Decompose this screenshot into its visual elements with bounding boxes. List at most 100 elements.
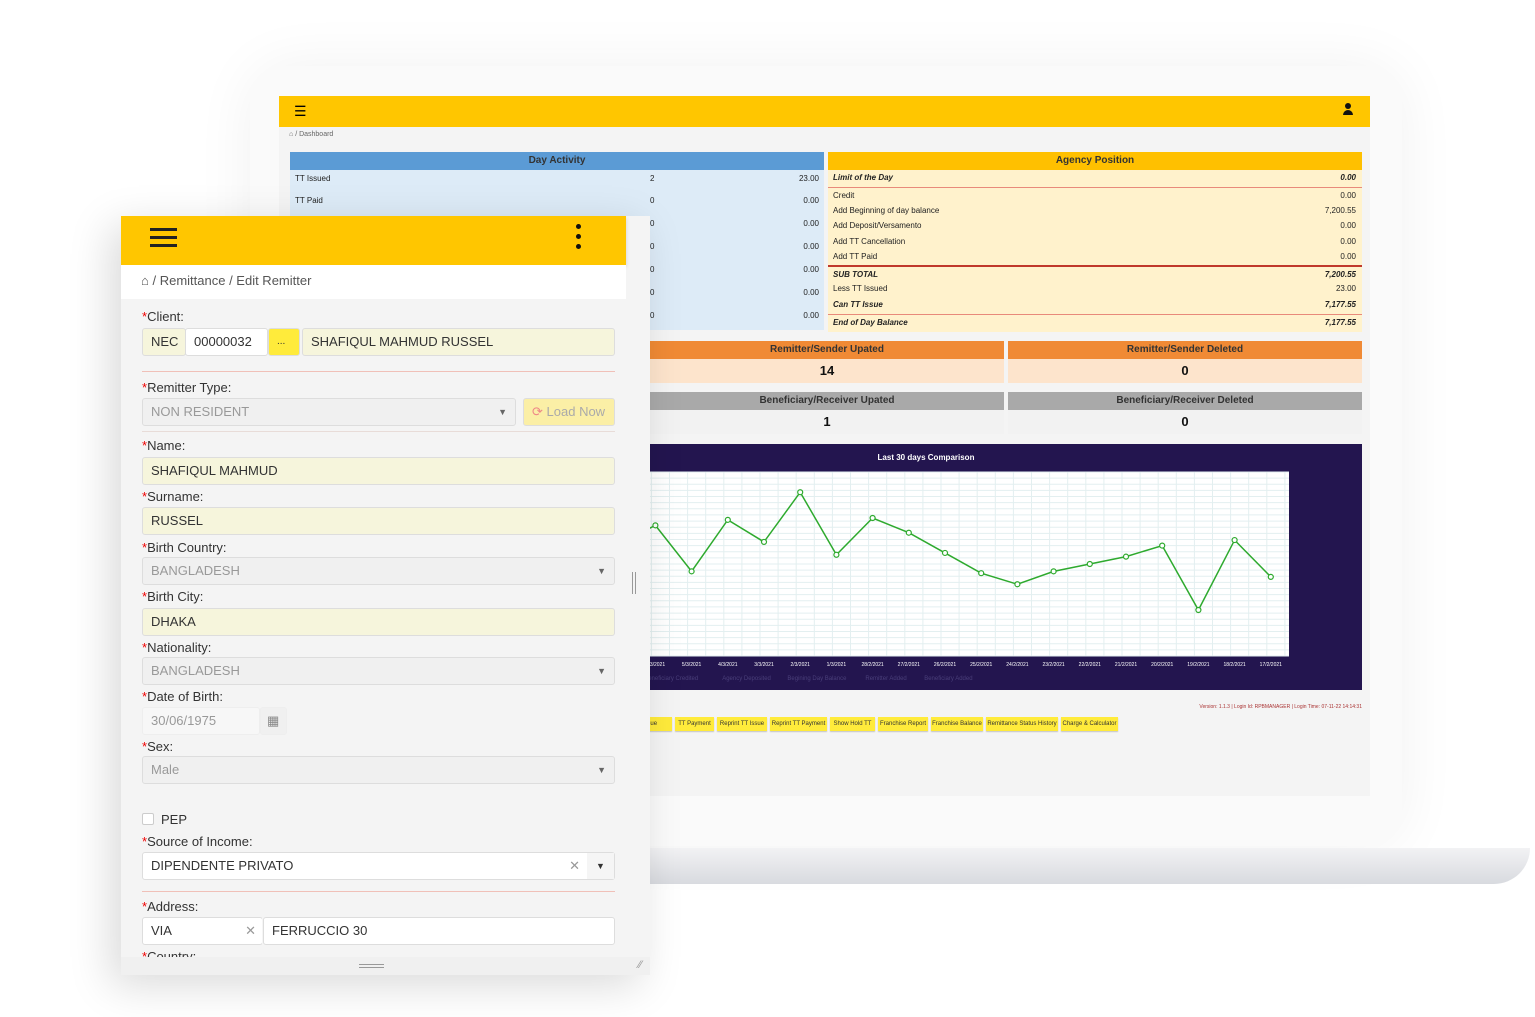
edit-remitter-panel: ⌂ / Remittance / Edit Remitter Client: N… [121,216,650,975]
comparison-chart: Last 30 days Comparison 8/3/20217/3/2021… [579,444,1362,690]
surname-input[interactable]: RUSSEL [142,507,615,535]
address-type-value: VIA [151,923,172,938]
nationality-select[interactable]: BANGLADESH ▼ [142,657,615,685]
drag-handle[interactable] [359,964,384,968]
home-icon[interactable]: ⌂ [289,131,294,138]
chevron-down-icon[interactable]: ▼ [587,853,614,879]
row-label: Add TT Cancellation [833,237,906,246]
legend-item[interactable]: Agency Deposited [722,676,771,682]
pep-checkbox[interactable] [142,813,154,825]
quick-action-button[interactable]: TT Payment [675,717,714,731]
card-value: 14 [650,359,1004,383]
data-point [978,570,985,577]
name-label: Name: [142,438,185,453]
row-label: Credit [833,191,855,200]
x-tick-label: 6/3/2021 [646,662,666,668]
row-label: TT Paid [295,196,323,205]
agency-row: Less TT Issued 23.00 [828,281,1362,296]
chevron-down-icon: ▼ [498,407,507,417]
data-point [941,549,949,557]
agency-row: Limit of the Day 0.00 [828,170,1362,185]
row-label: Less TT Issued [833,284,888,293]
row-value: 0.00 [1340,237,1356,246]
birth-country-value: BANGLADESH [151,563,240,578]
card-beneficiary-updated: Beneficiary/Receiver Upated 1 [650,392,1004,434]
birth-city-input[interactable]: DHAKA [142,608,615,636]
x-tick-label: 22/2/2021 [1079,662,1101,668]
quick-action-button[interactable]: Reprint TT Payment [770,717,827,731]
address-type-select[interactable]: VIA ✕ ▼ [142,917,289,945]
card-title: Remitter/Sender Deleted [1008,341,1362,359]
quick-action-button[interactable]: Show Hold TT [830,717,875,731]
name-input[interactable]: SHAFIQUL MAHMUD [142,457,615,485]
data-point [1014,581,1021,588]
row-amount: 0.00 [803,196,819,205]
row-count: 0 [650,219,655,228]
x-tick-label: 19/2/2021 [1187,662,1209,668]
laptop-base [560,848,1530,884]
quick-action-button[interactable]: Remittance Status History [986,717,1058,731]
x-tick-label: 23/2/2021 [1042,662,1064,668]
legend-item[interactable]: Beneficiary Added [924,676,972,682]
clear-icon[interactable]: ✕ [569,858,580,873]
resize-icon[interactable]: ⁄⁄ [638,959,642,971]
sex-value: Male [151,762,180,777]
chevron-down-icon: ▼ [597,566,606,576]
row-value: 0.00 [1340,252,1356,261]
breadcrumb: ⌂ / Dashboard [289,131,333,138]
data-point [1086,560,1093,568]
sex-select[interactable]: Male ▼ [142,756,615,784]
row-label: Can TT Issue [833,300,883,309]
row-label: Add Deposit/Versamento [833,221,922,230]
agency-row: Add Beginning of day balance 7,200.55 [828,203,1362,218]
dob-input[interactable]: 30/06/1975 [142,707,260,735]
row-value: 7,177.55 [1324,300,1356,309]
remitter-type-select[interactable]: NON RESIDENT ▼ [142,398,516,426]
legend-item[interactable]: Remitter Added [865,676,906,682]
card-beneficiary-deleted: Beneficiary/Receiver Deleted 0 [1008,392,1362,434]
user-icon[interactable] [1342,103,1354,117]
client-code-input[interactable]: 00000032 [185,328,268,356]
x-tick-label: 20/2/2021 [1151,662,1173,668]
line-chart: 8/3/20217/3/20216/3/20215/3/20214/3/2021… [579,471,1289,682]
more-vertical-icon[interactable] [576,224,582,249]
row-count: 0 [650,311,655,320]
calendar-icon[interactable]: ▦ [260,707,287,735]
sex-label: Sex: [142,739,173,754]
dob-label: Date of Birth: [142,689,223,704]
address-input[interactable]: FERRUCCIO 30 [263,917,615,945]
quick-action-button[interactable]: Charge & Calculator [1061,717,1118,731]
hamburger-icon[interactable] [150,228,177,247]
load-now-button[interactable]: ⟳ Load Now [523,398,615,426]
breadcrumb-text: / Remittance / Edit Remitter [152,273,312,288]
row-value: 0.00 [1340,173,1356,182]
address-label: Address: [142,899,198,914]
row-label: SUB TOTAL [833,270,879,279]
agency-row: Can TT Issue 7,177.55 [828,297,1362,312]
card-remitter-deleted: Remitter/Sender Deleted 0 [1008,341,1362,383]
data-point [1195,606,1202,614]
menu-icon[interactable]: ☰ [294,103,307,119]
series-line [582,490,1272,612]
row-count: 0 [650,288,655,297]
quick-action-button[interactable]: Reprint TT Issue [717,717,767,731]
data-point [724,516,731,523]
birth-country-label: Birth Country: [142,540,226,555]
card-value: 1 [650,410,1004,434]
row-amount: 0.00 [803,311,819,320]
birth-country-select[interactable]: BANGLADESH ▼ [142,557,615,585]
chevron-down-icon: ▼ [597,765,606,775]
legend-item[interactable]: Beneficiary Credited [644,676,698,682]
x-tick-label: 25/2/2021 [970,662,992,668]
legend-item[interactable]: Begining Day Balance [787,676,847,682]
quick-action-button[interactable]: Franchise Report [878,717,928,731]
row-count: 0 [650,242,655,251]
data-point [797,489,804,496]
income-select[interactable]: DIPENDENTE PRIVATO ✕ ▼ [142,852,615,880]
quick-action-button[interactable]: Franchise Balance [931,717,983,731]
splitter-handle[interactable] [632,572,636,594]
row-label: End of Day Balance [833,318,908,327]
home-icon[interactable]: ⌂ [141,273,149,288]
clear-icon[interactable]: ✕ [245,923,256,938]
client-lookup-button[interactable]: ... [268,328,300,356]
